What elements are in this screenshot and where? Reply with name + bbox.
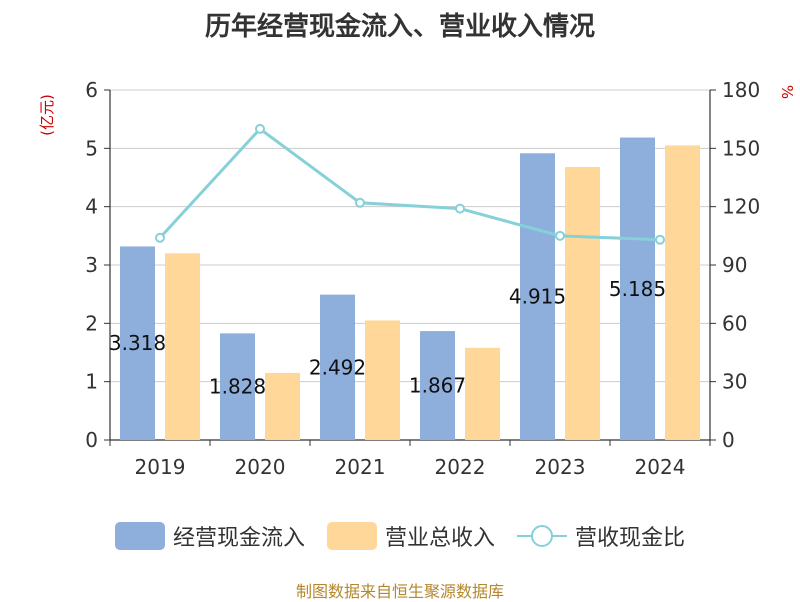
bar-revenue xyxy=(365,320,400,440)
bar-cash-inflow xyxy=(520,153,555,440)
y-left-tick-label: 3 xyxy=(85,253,98,277)
ratio-point xyxy=(555,230,565,241)
y-left-tick-label: 5 xyxy=(85,136,98,160)
bar-revenue xyxy=(565,167,600,440)
bar-data-label: 2.492 xyxy=(309,355,366,379)
bar-data-label: 4.915 xyxy=(509,285,566,309)
y-left-axis-title: (亿元) xyxy=(38,94,56,136)
y-right-axis-title: % xyxy=(778,85,796,99)
bar-cash-inflow xyxy=(320,294,355,440)
y-right-tick-label: 30 xyxy=(722,370,747,394)
ratio-point xyxy=(255,123,265,134)
y-right-tick-label: 0 xyxy=(722,428,735,452)
legend-swatch-revenue xyxy=(326,522,377,550)
bar-revenue xyxy=(165,253,200,440)
x-tick-label: 2022 xyxy=(435,455,486,479)
source-note: 制图数据来自恒生聚源数据库 xyxy=(295,582,504,601)
bar-data-label: 1.828 xyxy=(209,375,266,399)
bar-cash-inflow xyxy=(220,333,255,440)
y-right-tick-label: 90 xyxy=(722,253,747,277)
x-tick-label: 2023 xyxy=(535,455,586,479)
legend-item-ratio[interactable]: 营收现金比 xyxy=(517,520,685,552)
y-left-tick-label: 6 xyxy=(85,78,98,102)
bar-data-label: 1.867 xyxy=(409,374,466,398)
y-left-tick-label: 0 xyxy=(85,428,98,452)
bar-cash-inflow xyxy=(620,137,655,440)
legend-swatch-cash-inflow xyxy=(114,522,165,550)
ratio-point xyxy=(155,232,165,243)
legend-label-cash-inflow: 经营现金流入 xyxy=(172,526,305,551)
bar-data-label: 5.185 xyxy=(609,277,666,301)
chart-title: 历年经营现金流入、营业收入情况 xyxy=(204,12,595,42)
bar-revenue xyxy=(465,347,500,440)
ratio-point xyxy=(655,234,665,245)
y-right-tick-label: 180 xyxy=(722,78,760,102)
y-right-tick-label: 120 xyxy=(722,195,760,219)
x-tick-label: 2020 xyxy=(235,455,286,479)
ratio-point xyxy=(455,203,465,214)
bar-cash-inflow xyxy=(120,246,155,440)
ratio-point xyxy=(355,197,365,208)
x-tick-label: 2019 xyxy=(135,455,186,479)
legend-swatch-ratio xyxy=(517,522,567,550)
y-left-tick-label: 2 xyxy=(85,311,98,335)
legend-label-ratio: 营收现金比 xyxy=(575,526,686,551)
bar-revenue xyxy=(665,145,700,440)
x-tick-label: 2021 xyxy=(335,455,386,479)
ratio-line xyxy=(158,126,661,242)
y-right-tick-label: 60 xyxy=(722,311,747,335)
legend-label-revenue: 营业总收入 xyxy=(384,526,495,551)
legend-item-cash-inflow[interactable]: 经营现金流入 xyxy=(114,520,305,552)
y-left-tick-label: 1 xyxy=(85,370,98,394)
y-right-tick-label: 150 xyxy=(722,136,760,160)
bar-data-label: 3.318 xyxy=(109,331,166,355)
legend: 经营现金流入 营业总收入 营收现金比 xyxy=(0,516,800,556)
bar-cash-inflow xyxy=(420,331,455,440)
y-left-tick-label: 4 xyxy=(85,195,98,219)
x-tick-label: 2024 xyxy=(635,455,686,479)
bar-revenue xyxy=(265,372,300,440)
legend-item-revenue[interactable]: 营业总收入 xyxy=(326,520,495,552)
